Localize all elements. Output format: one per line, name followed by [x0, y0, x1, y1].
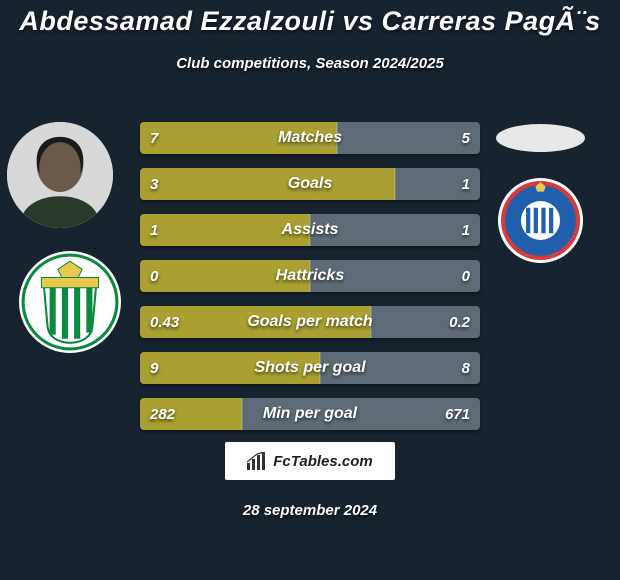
stat-bar-right-value: 5: [462, 122, 470, 154]
stat-bars-container: Matches75Goals31Assists11Hattricks00Goal…: [140, 122, 480, 444]
stat-bar-label: Min per goal: [140, 398, 480, 430]
stat-bar-label: Matches: [140, 122, 480, 154]
stat-bar-row: Assists1 1: [140, 214, 480, 246]
stat-bar-row: Min per goal282 671: [140, 398, 480, 430]
stat-bar-label: Goals: [140, 168, 480, 200]
stat-bar-label: Assists: [140, 214, 480, 246]
stat-bar-left-value: 0: [150, 260, 158, 292]
bars-chart-icon: [247, 452, 267, 470]
page-title: Abdessamad Ezzalzouli vs Carreras PagÃ¨s: [0, 0, 620, 37]
stat-bar-right-value: 1: [462, 214, 470, 246]
stat-bar-row: Goals3 1: [140, 168, 480, 200]
stat-bar-right-value: 8: [462, 352, 470, 384]
crest-right-icon: [498, 178, 583, 263]
stat-bar-left-value: 7: [150, 122, 158, 154]
stat-bar-row: Goals per match0.43 0.2: [140, 306, 480, 338]
stat-bar-label: Goals per match: [140, 306, 480, 338]
club-crest-right: [498, 178, 583, 263]
branding-badge: FcTables.com: [225, 442, 395, 480]
player-left-portrait: [7, 122, 113, 228]
stat-bar-row: Shots per goal9 8: [140, 352, 480, 384]
crest-left-icon: [19, 251, 121, 353]
stat-bar-right-value: 1: [462, 168, 470, 200]
footer-date: 28 september 2024: [0, 502, 620, 519]
stat-bar-row: Matches7 5: [140, 122, 480, 154]
stat-bar-label: Shots per goal: [140, 352, 480, 384]
club-crest-left: [19, 251, 121, 353]
stat-bar-left-value: 9: [150, 352, 158, 384]
stat-bar-label: Hattricks: [140, 260, 480, 292]
person-silhouette-icon: [7, 122, 113, 228]
branding-text: FcTables.com: [273, 453, 372, 470]
stat-bar-row: Hattricks0 0: [140, 260, 480, 292]
subtitle: Club competitions, Season 2024/2025: [0, 55, 620, 72]
stat-bar-right-value: 671: [445, 398, 470, 430]
stat-bar-right-value: 0: [462, 260, 470, 292]
player-right-portrait: [496, 124, 585, 152]
stat-bar-right-value: 0.2: [449, 306, 470, 338]
stat-bar-left-value: 0.43: [150, 306, 179, 338]
stat-bar-left-value: 3: [150, 168, 158, 200]
stat-bar-left-value: 282: [150, 398, 175, 430]
stat-bar-left-value: 1: [150, 214, 158, 246]
